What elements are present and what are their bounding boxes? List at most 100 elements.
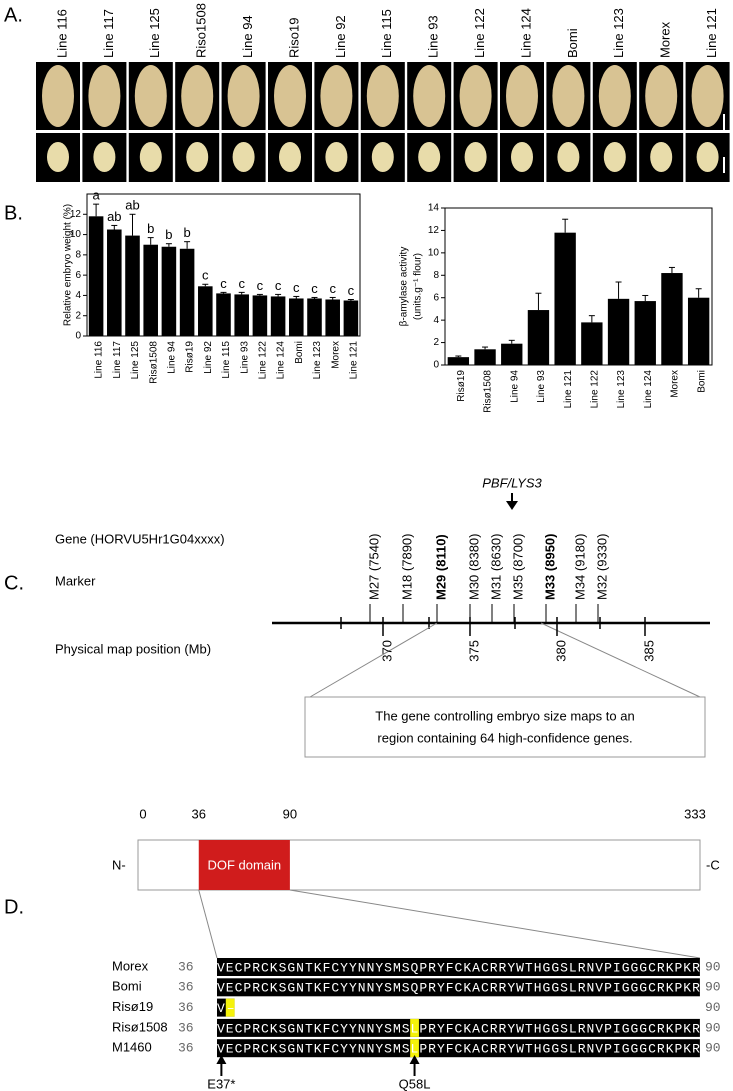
sample-label: Line 92 [333,15,348,58]
y-tick-label: 10 [70,229,82,240]
plot-frame [444,207,713,366]
embryo [139,142,162,172]
bar [447,357,470,365]
x-tick-label: Line 124 [643,370,654,409]
x-tick-label: Line 116 [94,341,105,379]
sample-label: Line 117 [101,9,116,58]
position-label: Physical map position (Mb) [55,641,211,656]
bar [501,343,523,365]
y-tick-label: 8 [433,270,439,281]
zoom-line [309,622,438,698]
note: The gene controlling embryo size maps to… [375,708,634,723]
marker: M30 (8380) [466,534,481,600]
x-tick-label: Line 94 [167,341,178,374]
significance-letter: b [147,221,154,236]
x-tick-label: Line 93 [239,341,250,374]
significance-letter: c [238,276,245,291]
grain [227,65,260,127]
grain [552,65,585,127]
marker-label: Marker [55,573,96,588]
sample-label: Line 125 [147,8,162,58]
bar [607,298,630,365]
grain [134,65,167,127]
sequence-start: 36 [178,1020,194,1035]
x-tick-label: Morex [330,341,341,369]
significance-letter: c [257,278,264,293]
y-tick-label: 8 [75,249,81,260]
sample-label: Line 122 [472,8,487,58]
x-tick-label: Line 121 [563,370,574,409]
y-tick-label: 4 [433,315,439,326]
sequence: VECPRCKSGNTKFCYYNNYSMSLPRYFCKACRRYWTHGGS… [217,1021,700,1036]
sample-label: Line 93 [426,15,441,58]
grain [413,65,446,127]
grain [459,65,492,127]
sequence-end: 90 [705,980,721,995]
x-tick-label: Risø1508 [483,370,494,413]
map-tick-label: 370 [379,640,394,662]
y-tick-label: 2 [75,310,81,321]
grain [645,65,678,127]
position-label: 36 [192,806,206,821]
mutation-arrow-head [216,1055,227,1064]
sequence: V– [217,1001,235,1016]
c-terminus: -C [706,857,720,872]
bar [581,322,603,365]
sample-label: Line 116 [54,9,69,58]
y-tick-label: 14 [428,203,440,214]
position-label: 0 [139,806,146,821]
sequence: VECPRCKSGNTKFCYYNNYSMSLPRYFCKACRRYWTHGGS… [217,1042,700,1057]
sequence-start: 36 [178,980,194,995]
embryo [603,142,626,172]
note: region containing 64 high-confidence gen… [377,730,632,745]
bar [527,310,550,365]
marker: M32 (9330) [594,534,609,600]
sequence-end: 90 [705,1000,721,1015]
marker: M27 (7540) [366,534,381,600]
y-axis-label: β-amylase activity [399,247,410,327]
significance-letter: a [92,188,100,203]
x-tick-label: Line 115 [221,341,232,379]
panel-label: B. [4,202,23,224]
sample-label: Morex [658,21,673,58]
embryo [418,142,441,172]
sample-label: Line 121 [704,8,719,58]
significance-letter: c [220,276,227,291]
y-tick-label: 4 [75,290,81,301]
sample-label: Line 123 [611,8,626,58]
embryo [696,142,719,172]
bar [234,294,249,336]
bar [107,229,122,336]
bar [179,248,195,336]
significance-letter: c [348,283,355,298]
minor-ticks [340,617,601,629]
n-terminus: N- [112,857,126,872]
locus-label: PBF/LYS3 [482,475,542,490]
sequence-start: 36 [178,1000,194,1015]
zoom-line [198,889,218,959]
embryo [47,142,69,172]
x-tick-label: Line 123 [616,370,627,409]
x-tick-label: Line 117 [112,341,123,379]
y-tick-label: 6 [75,270,81,281]
sample-label: Bomi [565,28,580,58]
grain [320,65,353,127]
bar [554,232,576,365]
note-box [304,696,706,758]
grain [691,65,724,127]
significance-letter: c [202,268,209,283]
x-tick-label: Line 92 [203,341,214,374]
sample-label: Riso1508 [194,3,209,58]
x-tick-label: Line 123 [312,341,323,380]
x-tick-label: Risø19 [456,370,467,402]
x-tick-label: Line 125 [130,341,141,380]
y-tick-label: 10 [428,247,440,258]
marker: M29 (8110) [433,534,448,600]
marker: M34 (9180) [572,534,587,600]
map-tick-label: 380 [553,640,568,662]
y-tick-label: 12 [428,225,440,236]
significance-letter: c [275,278,282,293]
x-tick-label: Line 94 [509,370,520,403]
bar [289,298,304,336]
bar [325,299,340,336]
